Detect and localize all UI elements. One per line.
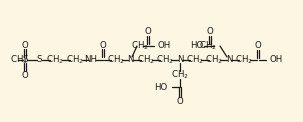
Text: CH$_2$: CH$_2$: [199, 40, 217, 52]
Text: CH$_2$: CH$_2$: [131, 40, 149, 52]
Text: N: N: [226, 56, 232, 65]
Text: N: N: [177, 56, 183, 65]
Text: CH$_3$: CH$_3$: [10, 54, 28, 66]
Text: O: O: [255, 41, 261, 51]
Text: CH$_2$: CH$_2$: [66, 54, 84, 66]
Text: HO: HO: [154, 82, 167, 92]
Text: NH: NH: [85, 56, 98, 65]
Text: O: O: [22, 71, 28, 80]
Text: CH$_2$: CH$_2$: [46, 54, 64, 66]
Text: HO: HO: [190, 41, 203, 51]
Text: O: O: [177, 97, 183, 106]
Text: S: S: [22, 56, 28, 65]
Text: O: O: [100, 41, 106, 50]
Text: CH$_2$: CH$_2$: [171, 69, 189, 81]
Text: S: S: [36, 56, 42, 65]
Text: O: O: [207, 27, 213, 36]
Text: CH$_2$: CH$_2$: [186, 54, 204, 66]
Text: CH$_2$: CH$_2$: [205, 54, 223, 66]
Text: N: N: [127, 56, 133, 65]
Text: O: O: [145, 27, 152, 36]
Text: CH$_2$: CH$_2$: [235, 54, 253, 66]
Text: O: O: [22, 41, 28, 50]
Text: OH: OH: [270, 56, 283, 65]
Text: CH$_2$: CH$_2$: [156, 54, 174, 66]
Text: OH: OH: [158, 41, 171, 51]
Text: CH$_2$: CH$_2$: [107, 54, 125, 66]
Text: CH$_2$: CH$_2$: [137, 54, 155, 66]
